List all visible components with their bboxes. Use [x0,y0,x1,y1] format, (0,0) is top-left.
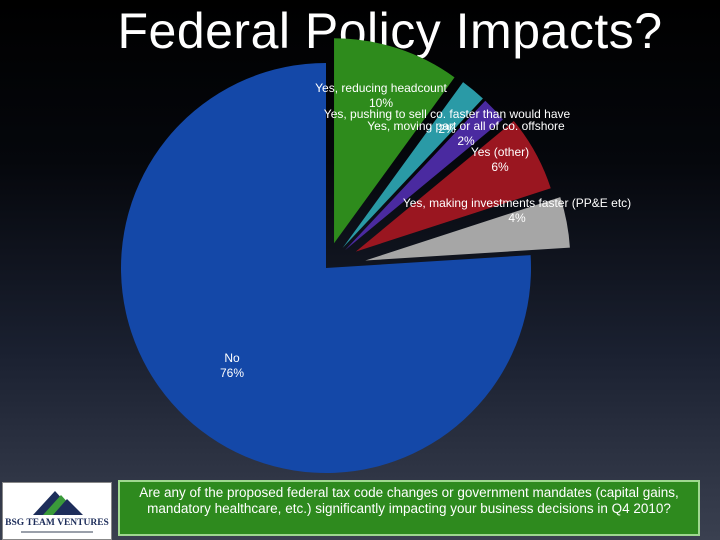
slice-label: Yes, pushing to sell co. faster than wou… [324,107,571,121]
pie-slice [342,82,483,248]
pie-slice [365,197,570,261]
slice-value-label: 4% [508,211,526,225]
slice-label: Yes, reducing headcount [315,81,447,95]
slice-label: Yes, moving part or all of co. offshore [367,119,565,133]
slice-value-label: 6% [491,160,509,174]
company-logo: BSG TEAM VENTURES [2,482,112,540]
pie-slice [120,63,532,473]
pie-slice [355,120,551,252]
survey-question: Are any of the proposed federal tax code… [118,480,700,536]
slice-label: Yes (other) [471,145,529,159]
slice-value-label: 10% [369,96,393,110]
pie-slice [344,100,503,251]
logo-mark-icon [33,491,83,515]
slice-value-label: 76% [220,366,244,380]
slice-value-label: 2% [457,134,475,148]
slice-label: No [224,351,240,365]
logo-text: BSG TEAM VENTURES [5,518,109,528]
slice-value-label: 2% [438,122,456,136]
pie-slice [334,38,455,244]
slice-label: Yes, making investments faster (PP&E etc… [403,196,631,210]
logo-underline [21,531,93,533]
